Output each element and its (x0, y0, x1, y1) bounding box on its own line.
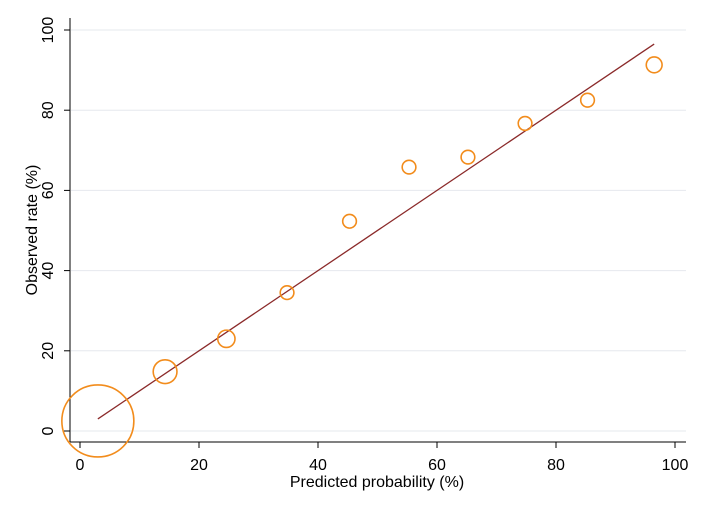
data-point-marker (216, 329, 236, 349)
data-point-marker (460, 149, 476, 165)
x-axis-title: Predicted probability (%) (290, 474, 464, 491)
x-tick-label: 20 (190, 457, 208, 474)
y-axis-title: Observed rate (%) (24, 165, 41, 296)
grid-lines (71, 29, 686, 432)
data-point-marker (517, 115, 533, 132)
data-point-marker (401, 159, 417, 175)
y-tick-label: 20 (40, 342, 57, 360)
x-tick-label: 60 (428, 457, 446, 474)
data-point-marker (341, 213, 358, 229)
axis-labels: Predicted probability (%) Observed rate … (24, 17, 688, 491)
y-tick-label: 100 (40, 17, 57, 44)
calibration-line (97, 43, 655, 420)
axes (64, 18, 686, 448)
data-point-marker (645, 56, 663, 74)
y-tick-label: 40 (40, 262, 57, 280)
y-tick-label: 60 (40, 181, 57, 199)
x-tick-label: 100 (662, 457, 689, 474)
data-point-marker (279, 285, 295, 301)
data-point-marker (579, 92, 596, 108)
data-point-marker (152, 358, 178, 385)
x-tick-label: 40 (309, 457, 327, 474)
data-point-marker (61, 384, 135, 458)
y-tick-label: 80 (40, 101, 57, 119)
y-tick-label: 0 (40, 426, 57, 435)
markers (61, 56, 663, 458)
x-tick-label: 80 (547, 457, 565, 474)
calibration-line-group (97, 43, 655, 420)
x-tick-label: 0 (76, 457, 85, 474)
